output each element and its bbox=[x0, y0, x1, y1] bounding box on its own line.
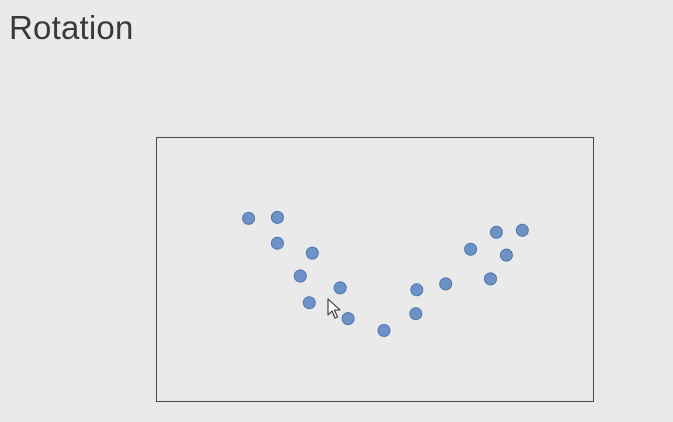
scatter-point-1 bbox=[242, 211, 256, 225]
scatter-points bbox=[242, 210, 529, 337]
scatter-point-5 bbox=[293, 269, 307, 283]
slide-title: Rotation bbox=[9, 9, 134, 46]
scatter-point-17 bbox=[484, 272, 497, 286]
scatter-point-11 bbox=[410, 283, 424, 297]
scatter-point-7 bbox=[302, 296, 316, 310]
scatter-point-6 bbox=[333, 281, 347, 295]
plot-frame bbox=[156, 137, 594, 402]
scatter-point-12 bbox=[439, 277, 453, 291]
scatter-point-3 bbox=[270, 236, 284, 250]
scatter-point-9 bbox=[377, 324, 391, 337]
scatter-point-13 bbox=[464, 242, 478, 256]
arrow-cursor-icon bbox=[327, 298, 341, 319]
scatter-point-4 bbox=[305, 246, 319, 260]
scatter-point-14 bbox=[489, 225, 503, 239]
scatter-point-2 bbox=[270, 210, 284, 224]
scatter-point-10 bbox=[409, 307, 423, 321]
scatter-point-15 bbox=[515, 223, 529, 237]
scatter-point-16 bbox=[499, 248, 513, 262]
scatter-point-8 bbox=[341, 312, 355, 326]
